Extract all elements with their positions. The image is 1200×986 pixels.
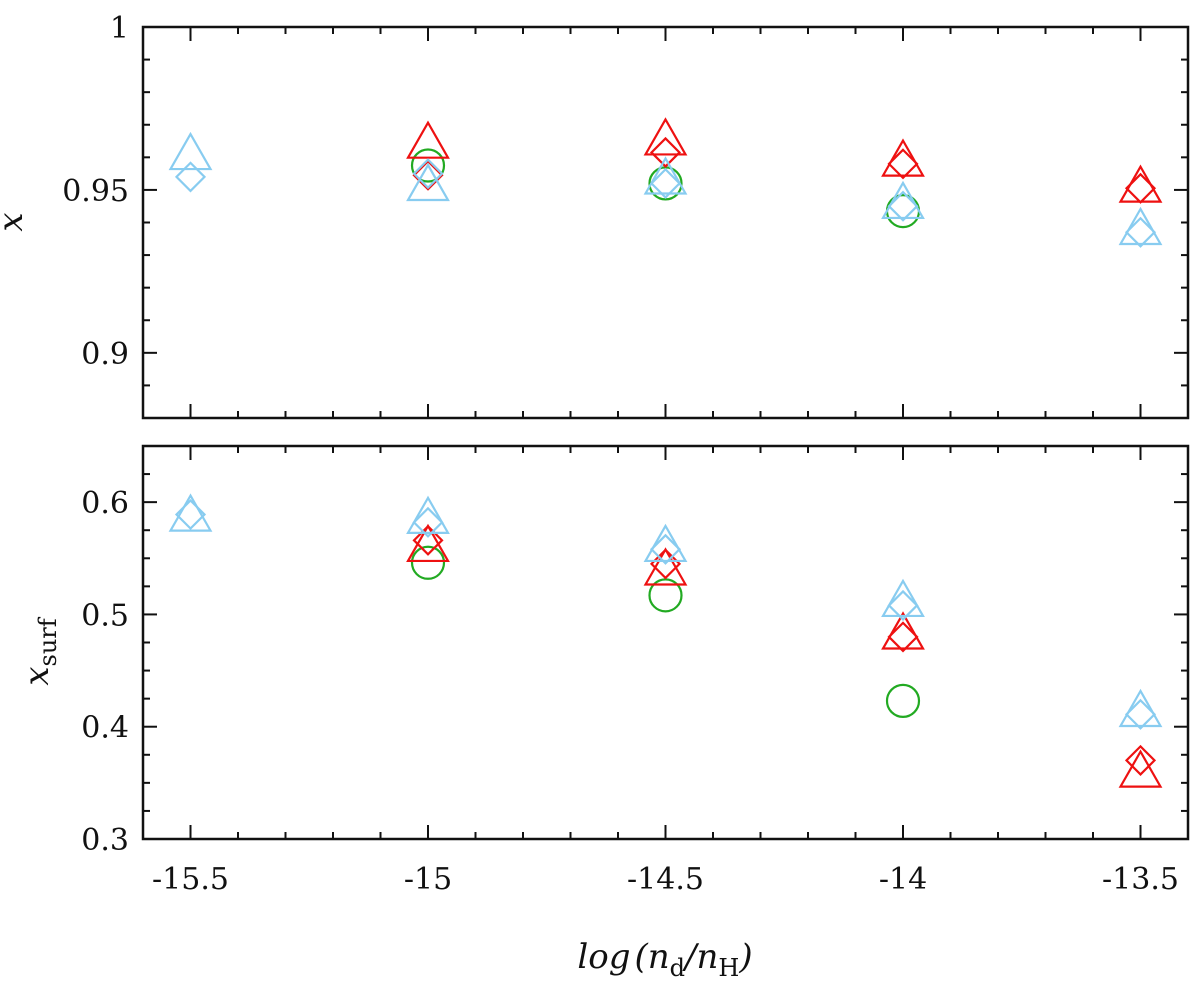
top-lightblue-diamond-point <box>1124 216 1157 248</box>
x-axis-label-close-paren: ) <box>738 937 752 977</box>
top-y-tick-label: 0.95 <box>62 174 129 209</box>
bottom-lightblue-diamond-point <box>1124 698 1157 730</box>
bottom-lightblue-triangle-point <box>168 493 213 532</box>
bottom-lightblue-diamond-point <box>174 498 207 531</box>
x-axis-label-n-d: n <box>648 937 670 977</box>
bottom-lightblue-triangle-point <box>406 495 450 534</box>
top-lightblue-diamond-point <box>649 167 682 199</box>
top-green-circle-point <box>885 193 921 229</box>
bottom-red-diamond-point <box>1124 744 1157 776</box>
top-green-circle-point <box>410 148 446 183</box>
x-axis-label: log (nd/nH) <box>577 937 752 982</box>
top-lightblue-triangle-point <box>406 162 450 202</box>
bottom-lightblue-diamond-point <box>649 533 682 565</box>
top-lightblue-triangle-point <box>643 156 688 195</box>
x-axis-label-sub-d: d <box>670 954 685 982</box>
bottom-y-tick-label: 0.5 <box>81 598 129 633</box>
bottom-y-axis-label: xsurf <box>17 616 62 685</box>
bottom-red-triangle-point <box>1118 749 1163 788</box>
top-red-diamond-point <box>649 136 682 169</box>
top-panel: 0.9 0.95 1 <box>62 11 1190 420</box>
x-axis-label-n-h: n <box>697 937 719 977</box>
top-y-tick-label: 1 <box>110 11 129 46</box>
bottom-y-tick-label: 0.6 <box>81 486 129 521</box>
x-axis-label-open-paren: ( <box>634 937 648 977</box>
bottom-y-axis-label-main: x <box>17 666 57 685</box>
x-axis-label-sub-h: H <box>718 954 739 982</box>
bottom-green-circle-point <box>410 545 446 580</box>
x-tick-label: -15 <box>404 862 452 897</box>
x-tick-label: -14.5 <box>627 862 704 897</box>
bottom-red-diamond-point <box>649 548 682 580</box>
top-y-axis-label: x <box>0 212 31 231</box>
top-lightblue-diamond-point <box>412 158 444 190</box>
bottom-y-tick-label: 0.4 <box>81 711 129 746</box>
bottom-lightblue-triangle-point <box>1118 688 1163 728</box>
top-lightblue-diamond-point <box>174 161 207 193</box>
top-lightblue-diamond-point <box>887 190 919 222</box>
bottom-lightblue-triangle-point <box>643 523 688 563</box>
top-red-triangle-point <box>1118 164 1163 203</box>
bottom-lightblue-diamond-point <box>412 506 444 538</box>
bottom-y-tick-label: 0.3 <box>81 823 129 858</box>
bottom-red-diamond-point <box>887 621 919 653</box>
bottom-green-circle-point <box>885 683 921 718</box>
bottom-red-diamond-point <box>412 524 444 556</box>
bottom-red-triangle-point <box>881 611 925 650</box>
top-lightblue-triangle-point <box>881 180 925 220</box>
x-axis-label-prefix: log <box>577 937 630 977</box>
top-red-triangle-point <box>406 120 450 159</box>
bottom-panel: 0.3 0.4 0.5 0.6 -15.5 -15 -14.5 -14 -13.5 <box>81 444 1190 897</box>
x-axis-label-slash: / <box>682 937 700 977</box>
top-red-diamond-point <box>412 159 444 191</box>
top-red-diamond-point <box>887 148 919 180</box>
top-red-diamond-point <box>1124 172 1157 204</box>
x-tick-label: -15.5 <box>152 862 229 897</box>
top-lightblue-triangle-point <box>1118 206 1163 246</box>
top-plot-frame <box>141 25 1190 420</box>
bottom-lightblue-triangle-point <box>881 578 925 618</box>
top-red-triangle-point <box>881 138 925 177</box>
x-tick-label: -14 <box>879 862 927 897</box>
x-tick-label: -13.5 <box>1102 862 1179 897</box>
top-y-tick-label: 0.9 <box>81 337 129 372</box>
bottom-lightblue-diamond-point <box>887 589 919 622</box>
top-lightblue-triangle-point <box>168 131 213 171</box>
bottom-plot-frame <box>141 444 1190 841</box>
top-red-triangle-point <box>643 117 688 156</box>
bottom-y-axis-label-sub: surf <box>34 616 62 666</box>
